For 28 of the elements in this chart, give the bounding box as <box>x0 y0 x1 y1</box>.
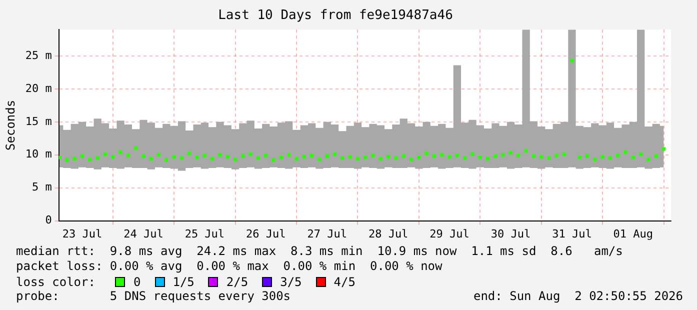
x-tick-label: 26 Jul <box>246 227 286 240</box>
x-tick-label: 28 Jul <box>368 227 408 240</box>
x-tick-label: 24 Jul <box>124 227 164 240</box>
legend-label: 0 <box>133 274 141 288</box>
x-tick-label: 01 Aug <box>613 227 654 240</box>
x-tick-label: 25 Jul <box>184 227 225 240</box>
text: end: Sun Aug 2 02:50:55 2026 <box>473 289 683 304</box>
y-tick-label: 25 m <box>25 48 52 62</box>
legend-label: 2/5 <box>226 274 248 288</box>
x-tick-label: 31 Jul <box>552 227 592 240</box>
legend-label: 1/5 <box>172 274 194 288</box>
legend-label: 4/5 <box>334 274 356 288</box>
text: packet loss: 0.00 % avg 0.00 % max 0.00 % min 0.00 % now <box>16 259 444 274</box>
chart-title: Last 10 Days from fe9e19487a46 <box>218 8 453 24</box>
legend-label: 3/5 <box>280 274 302 288</box>
y-tick-label: 0 <box>45 214 52 227</box>
text: median rtt: 9.8 ms avg 24.2 ms max 8.3 ms min 10.9 ms now 1.1 ms sd 8.6 am/s <box>16 244 624 259</box>
y-axis-title: Seconds <box>3 100 18 150</box>
x-tick-label: 30 Jul <box>490 227 531 240</box>
y-tick-label: 5 m <box>32 180 52 194</box>
text: probe: 5 DNS requests every 300s <box>16 289 291 304</box>
x-tick-label: 29 Jul <box>430 227 470 240</box>
x-tick-label: 23 Jul <box>62 227 102 240</box>
y-tick-label: 15 m <box>25 114 52 128</box>
legend-title: loss color: <box>16 274 96 288</box>
y-tick-label: 10 m <box>25 148 52 161</box>
y-tick-label: 20 m <box>25 82 52 95</box>
x-tick-label: 27 Jul <box>307 227 347 240</box>
